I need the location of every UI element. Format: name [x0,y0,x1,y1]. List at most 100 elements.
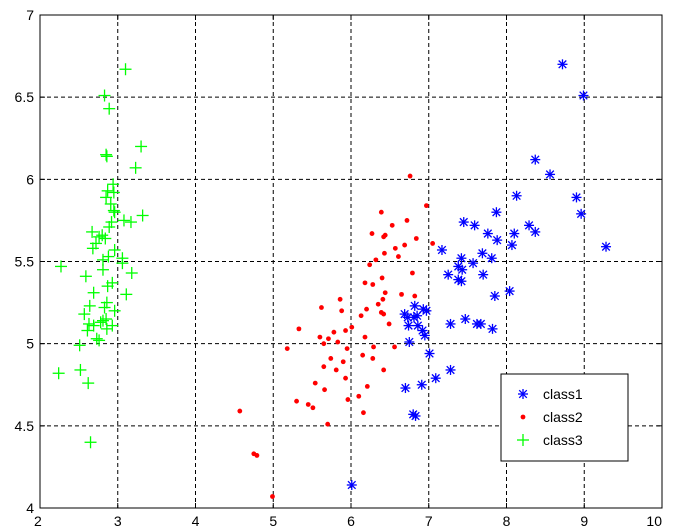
class2-point [375,301,381,307]
class3-point [101,280,114,293]
class3-point [93,334,106,347]
class1-point [478,269,489,280]
class2-point [356,393,362,399]
legend-label: class2 [543,409,583,425]
legend: class1 class2 class3 [500,373,629,462]
class3-point [102,250,115,263]
class1-point [576,208,587,219]
class3-point [74,363,87,376]
legend-marker-class3 [517,434,529,446]
class3-point [52,367,65,380]
x-tick-label: 3 [114,513,122,529]
class1-point [492,235,503,246]
class3-point [79,270,92,283]
y-tick-label: 5 [26,336,34,352]
class2-point [349,324,355,330]
class2-point [270,494,275,499]
class2-point [310,405,316,411]
class3-point [84,436,97,449]
class1-point [487,323,498,334]
class2-point [319,305,324,310]
class2-point [361,410,366,416]
class2-point [362,280,368,286]
class2-point [321,364,327,370]
class1-point [412,310,423,321]
class3-point [120,288,133,301]
class3-point [98,89,111,102]
class3-point [108,206,121,219]
class3-point [100,313,113,326]
class2-point [404,218,410,223]
class2-point [396,254,401,259]
class3-point [96,314,109,327]
y-tick-label: 6 [26,171,34,187]
class2-point [430,241,436,246]
x-tick-label: 5 [269,513,277,529]
class1-point [524,220,535,231]
class2-point [325,421,331,427]
class1-point [545,169,556,180]
class3-point [100,296,113,309]
class2-point [345,397,351,402]
class1-point [457,264,468,275]
y-tick-label: 6.5 [15,89,35,105]
class3-point [136,209,149,222]
series-class3 [52,63,149,449]
class3-point [103,102,116,115]
class1-point [578,90,589,101]
class2-point [333,367,339,373]
class2-point [381,367,387,373]
y-tick-label: 7 [26,7,34,23]
class3-point [117,214,130,227]
class2-point [379,275,385,281]
class2-point [364,383,370,389]
x-tick-label: 10 [646,513,662,529]
class1-point [436,244,447,255]
class2-point [367,262,373,268]
class1-point [491,207,502,218]
class1-point [486,253,497,264]
class3-point [108,243,121,256]
class1-point [410,410,421,421]
class1-point [530,226,541,237]
class2-point [399,291,404,297]
class2-point [410,270,415,276]
class3-point [96,229,109,242]
class2-point [331,329,337,335]
class3-point [106,276,119,289]
class2-point [284,346,290,351]
class3-point [90,332,103,345]
class3-point [103,220,116,233]
y-tick-label: 4.5 [15,418,35,434]
class3-point [116,257,129,270]
class2-point [343,375,348,381]
class2-point [326,336,331,342]
class3-point [83,299,96,312]
class2-point [321,341,327,347]
class1-point [346,479,357,490]
class3-point [99,232,112,245]
class1-point [445,318,456,329]
class2-point [389,222,395,228]
class2-point [380,296,386,302]
class3-point [82,317,95,330]
class1-point [443,269,454,280]
class1-point [456,276,467,287]
class3-point [78,308,91,321]
class2-point [344,346,350,351]
class2-point [382,290,388,296]
class1-point [400,383,411,394]
class2-point [413,236,419,241]
grid-lines [40,15,662,508]
class1-point [468,258,479,269]
x-tick-label: 9 [580,513,588,529]
class1-point [456,253,467,264]
class3-point [100,191,113,204]
class1-point [530,154,541,165]
class3-point [119,63,132,76]
class2-point [402,242,408,248]
class1-point [571,192,582,203]
class3-point [105,216,118,229]
x-tick-label: 7 [425,513,433,529]
class2-point [358,313,364,319]
